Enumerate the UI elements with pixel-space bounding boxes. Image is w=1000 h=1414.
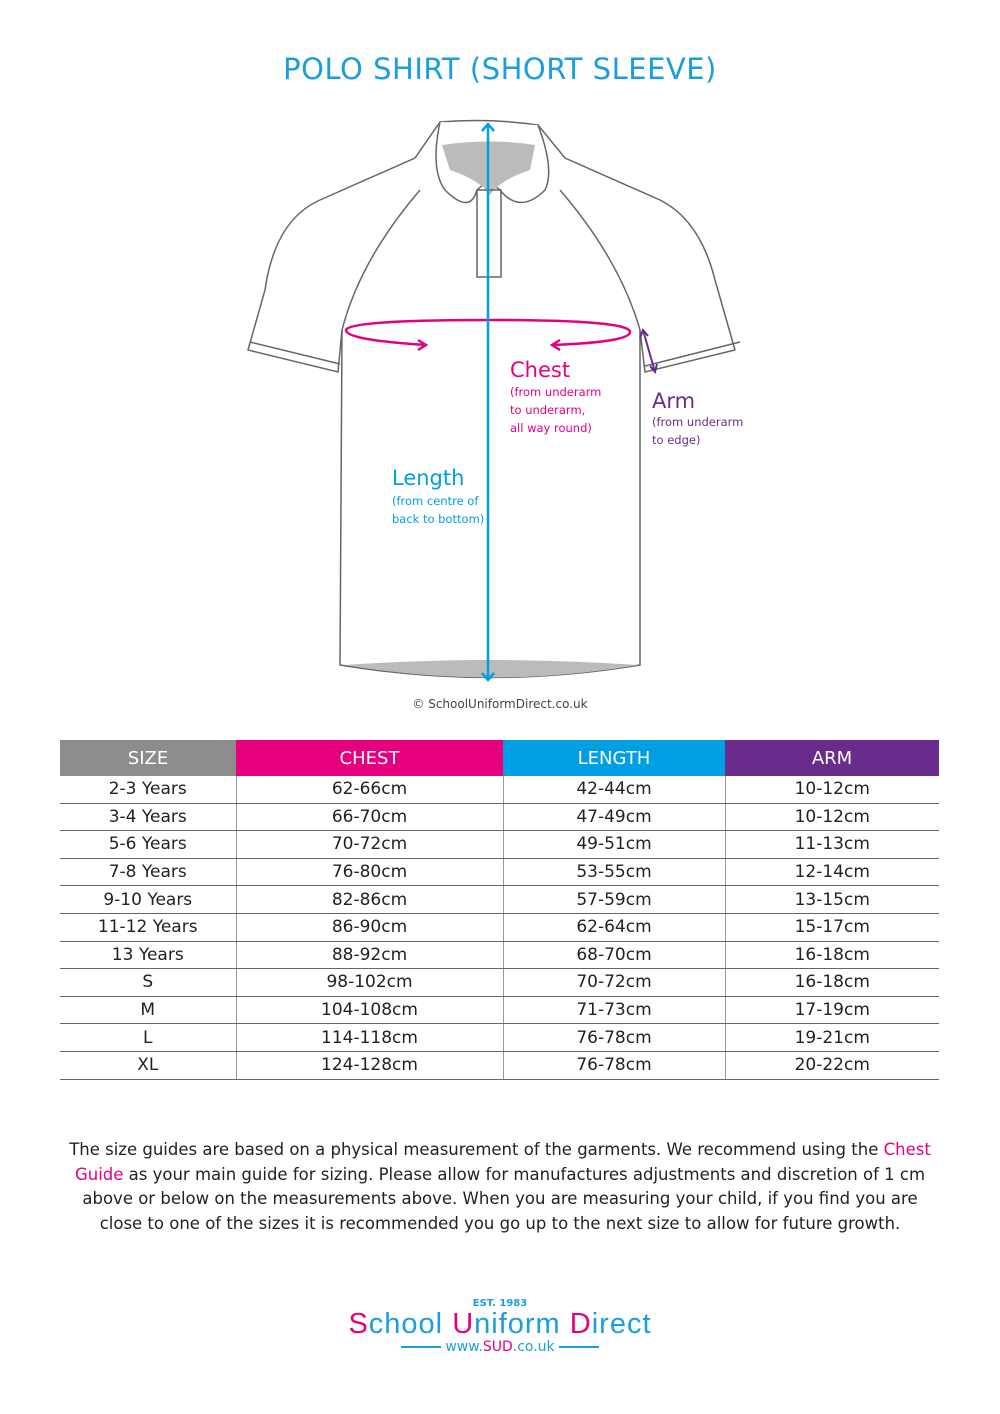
- logo-word: irect: [591, 1308, 652, 1340]
- cell-size: M: [60, 996, 236, 1025]
- arm-arrow: [639, 328, 658, 375]
- cell-size: L: [60, 1023, 236, 1052]
- cell-size: S: [60, 968, 236, 997]
- table-row: L 114-118cm 76-78cm 19-21cm: [60, 1023, 939, 1052]
- table-row: 9-10 Years 82-86cm 57-59cm 13-15cm: [60, 885, 939, 914]
- cell-length: 76-78cm: [502, 1023, 725, 1052]
- chest-measure: [344, 318, 632, 352]
- cell-chest: 70-72cm: [235, 830, 503, 859]
- cell-length: 70-72cm: [502, 968, 725, 997]
- length-note-line: (from centre of: [392, 494, 479, 508]
- cell-length: 53-55cm: [502, 858, 725, 887]
- table-row: 13 Years 88-92cm 68-70cm 16-18cm: [60, 941, 939, 970]
- cell-chest: 82-86cm: [235, 885, 503, 914]
- cell-length: 42-44cm: [502, 776, 725, 804]
- logo-word: chool: [368, 1308, 444, 1340]
- header-length: LENGTH: [503, 740, 725, 776]
- shirt-body: [247, 119, 736, 679]
- cell-length: 47-49cm: [502, 803, 725, 832]
- cell-length: 62-64cm: [502, 913, 725, 942]
- logo-est: EST. 1983: [472, 1298, 528, 1309]
- logo-letter: D: [569, 1308, 592, 1340]
- cell-size: 11-12 Years: [60, 913, 236, 942]
- cell-arm: 11-13cm: [724, 830, 939, 859]
- header-chest: CHEST: [236, 740, 503, 776]
- length-arrow: [481, 122, 495, 682]
- copyright: © SchoolUniformDirect.co.uk: [412, 697, 588, 711]
- header-size: SIZE: [60, 740, 236, 776]
- cell-arm: 19-21cm: [724, 1023, 939, 1052]
- chest-note-line: (from underarm: [510, 385, 602, 399]
- cell-size: XL: [60, 1051, 236, 1080]
- cell-chest: 104-108cm: [235, 996, 503, 1025]
- chest-note-line: all way round): [510, 421, 592, 435]
- cell-length: 68-70cm: [502, 941, 725, 970]
- table-row: 11-12 Years 86-90cm 62-64cm 15-17cm: [60, 913, 939, 942]
- table-row: 7-8 Years 76-80cm 53-55cm 12-14cm: [60, 858, 939, 887]
- cell-size: 13 Years: [60, 941, 236, 970]
- url-part: www.: [445, 1339, 483, 1355]
- cell-arm: 20-22cm: [724, 1051, 939, 1080]
- cell-arm: 13-15cm: [724, 885, 939, 914]
- table-header: SIZE CHEST LENGTH ARM: [60, 740, 939, 776]
- table-row: XL 124-128cm 76-78cm 20-22cm: [60, 1051, 939, 1080]
- chest-guide-highlight: Chest Guide: [74, 1140, 931, 1184]
- arm-note: (from underarm to edge): [652, 413, 743, 449]
- cell-size: 2-3 Years: [60, 776, 236, 804]
- cell-arm: 10-12cm: [724, 803, 939, 832]
- url-part: SUD: [482, 1339, 513, 1355]
- cell-chest: 62-66cm: [235, 776, 503, 804]
- arm-label: Arm: [652, 389, 696, 413]
- chest-note: (from underarm to underarm, all way roun…: [510, 383, 601, 437]
- cell-chest: 76-80cm: [235, 858, 503, 887]
- cell-arm: 10-12cm: [724, 776, 939, 804]
- length-label: Length: [392, 466, 465, 490]
- note-text: as your main guide for sizing. Please al…: [82, 1164, 926, 1233]
- logo-url: www.SUD.co.uk: [0, 1339, 1000, 1355]
- table-row: M 104-108cm 71-73cm 17-19cm: [60, 996, 939, 1025]
- logo-wordmark: School Uniform Direct: [0, 1309, 1000, 1339]
- cell-arm: 15-17cm: [724, 913, 939, 942]
- cell-length: 49-51cm: [502, 830, 725, 859]
- length-note-line: back to bottom): [392, 512, 485, 526]
- sizing-note: The size guides are based on a physical …: [60, 1138, 940, 1236]
- size-table: SIZE CHEST LENGTH ARM 2-3 Years 62-66cm 42…: [60, 740, 939, 1080]
- cell-length: 71-73cm: [502, 996, 725, 1025]
- table-row: 3-4 Years 66-70cm 47-49cm 10-12cm: [60, 803, 939, 832]
- cell-chest: 66-70cm: [235, 803, 503, 832]
- cell-chest: 88-92cm: [235, 941, 503, 970]
- table-row: 5-6 Years 70-72cm 49-51cm 11-13cm: [60, 830, 939, 859]
- arm-note-line: to edge): [652, 433, 701, 447]
- polo-shirt-diagram: [247, 119, 741, 682]
- cell-arm: 16-18cm: [724, 968, 939, 997]
- chest-label: Chest: [510, 358, 571, 382]
- cell-size: 9-10 Years: [60, 885, 236, 914]
- cell-chest: 86-90cm: [235, 913, 503, 942]
- arm-note-line: (from underarm: [652, 415, 744, 429]
- cell-chest: 98-102cm: [235, 968, 503, 997]
- logo-letter: U: [452, 1308, 475, 1340]
- cell-chest: 124-128cm: [235, 1051, 503, 1080]
- logo-word: niform: [474, 1308, 561, 1340]
- cell-size: 3-4 Years: [60, 803, 236, 832]
- logo-letter: S: [348, 1308, 369, 1340]
- page-title: POLO SHIRT (SHORT SLEEVE): [283, 52, 717, 86]
- cell-arm: 16-18cm: [724, 941, 939, 970]
- school-uniform-direct-logo: EST. 1983 School Uniform Direct www.SUD.…: [0, 1298, 1000, 1355]
- table-row: 2-3 Years 62-66cm 42-44cm 10-12cm: [60, 776, 939, 804]
- url-part: .co.uk: [512, 1339, 555, 1355]
- length-note: (from centre of back to bottom): [392, 492, 484, 528]
- cell-size: 7-8 Years: [60, 858, 236, 887]
- note-text: The size guides are based on a physical …: [69, 1140, 884, 1159]
- cell-size: 5-6 Years: [60, 830, 236, 859]
- cell-length: 76-78cm: [502, 1051, 725, 1080]
- table-row: S 98-102cm 70-72cm 16-18cm: [60, 968, 939, 997]
- header-arm: ARM: [725, 740, 939, 776]
- cell-arm: 12-14cm: [724, 858, 939, 887]
- chest-note-line: to underarm,: [510, 403, 586, 417]
- cell-length: 57-59cm: [502, 885, 725, 914]
- cell-chest: 114-118cm: [235, 1023, 503, 1052]
- cell-arm: 17-19cm: [724, 996, 939, 1025]
